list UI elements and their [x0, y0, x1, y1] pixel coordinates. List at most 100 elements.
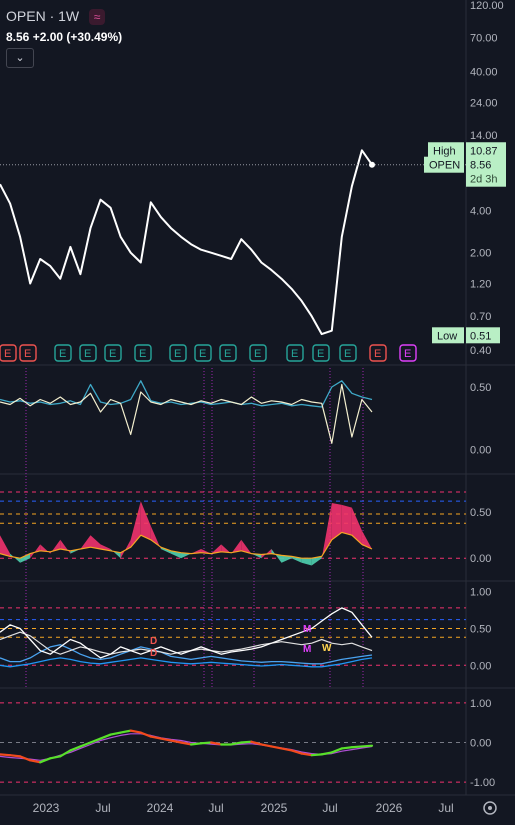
osc3-blue-line-1 — [0, 644, 373, 665]
price-tick-label: 0.40 — [470, 345, 491, 357]
osc4-trend-segment — [8, 754, 22, 758]
pane-tick-label: 0.00 — [470, 553, 491, 565]
osc4-trend-segment — [230, 741, 243, 746]
price-tick-label: 1.20 — [470, 279, 491, 291]
low-value: 0.51 — [470, 330, 491, 342]
low-label-bg — [432, 327, 464, 344]
time-axis-label: 2025 — [261, 801, 288, 815]
change-value: +2.00 — [32, 30, 64, 44]
price-change: 8.56 +2.00 (+30.49%) — [6, 30, 122, 44]
low-value-bg — [466, 327, 500, 344]
earnings-marker-letter: E — [4, 348, 11, 360]
price-line — [0, 149, 373, 336]
osc2-fill-segment — [160, 547, 171, 554]
osc2-fill-segment — [351, 507, 362, 545]
osc3-signal-marker: M — [303, 624, 311, 635]
pane-tick-label: 0.00 — [470, 738, 491, 750]
time-axis-label: 2023 — [33, 801, 60, 815]
price-tick-label: 14.00 — [470, 130, 498, 142]
earnings-marker-letter: E — [291, 348, 298, 360]
earnings-marker — [286, 344, 304, 362]
earnings-marker — [312, 344, 330, 362]
earnings-marker-letter: E — [59, 348, 66, 360]
high-value: 10.87 — [470, 145, 498, 157]
earnings-marker-letter: E — [404, 348, 411, 360]
osc4-trend-segment — [250, 740, 263, 746]
earnings-marker-letter: E — [174, 348, 181, 360]
earnings-marker-letter: E — [254, 348, 261, 360]
osc4-trend-segment — [310, 753, 323, 757]
osc2-fill-segment — [311, 556, 322, 566]
open-countdown: 2d 3h — [470, 174, 498, 186]
time-axis-label: 2024 — [147, 801, 174, 815]
price-tick-label: 0.70 — [470, 311, 491, 323]
osc2-fill-segment — [40, 544, 51, 554]
osc4-trend-segment — [119, 729, 132, 734]
pane-tick-label: 0.50 — [470, 623, 491, 635]
osc3-signal-marker: M — [303, 644, 311, 655]
osc2-fill-segment — [130, 501, 141, 548]
osc2-fill-segment — [231, 539, 242, 554]
pane-tick-label: 0.50 — [470, 382, 491, 394]
open-value-bg — [466, 156, 506, 187]
osc4-trend-segment — [49, 755, 62, 760]
earnings-marker — [79, 344, 97, 362]
symbol-name[interactable]: OPEN — [6, 8, 46, 24]
osc4-trend-segment — [69, 745, 82, 752]
osc4-trend-segment — [290, 749, 303, 755]
earnings-marker — [134, 344, 152, 362]
chevron-down-icon: ⌄ — [15, 52, 25, 64]
time-axis-label: Jul — [208, 801, 223, 815]
osc2-fill-segment — [211, 544, 222, 554]
osc2-fill-segment — [60, 539, 71, 554]
osc4-trend-segment — [39, 757, 52, 764]
osc2-fill-segment — [10, 553, 21, 563]
pane-tick-label: 0.00 — [470, 660, 491, 672]
price-tick-label: 24.00 — [470, 97, 498, 109]
earnings-marker-letter: E — [199, 348, 206, 360]
interval-label[interactable]: 1W — [58, 8, 80, 24]
osc4-trend-segment — [360, 744, 374, 748]
osc4-trend-segment — [139, 731, 152, 738]
high-label-name: High — [433, 145, 456, 157]
osc4-trend-segment — [189, 742, 203, 746]
open-value: 8.56 — [470, 160, 491, 172]
price-tick-label: 40.00 — [470, 66, 498, 78]
osc3-white-line — [0, 607, 373, 659]
osc2-fill-segment — [331, 503, 342, 540]
osc2-fill-segment — [80, 535, 91, 549]
osc4-trend-segment — [99, 733, 112, 740]
wave-icon[interactable]: ≈ — [89, 9, 106, 25]
osc4-trend-segment — [79, 741, 92, 748]
time-axis-label: 2026 — [376, 801, 403, 815]
earnings-marker-letter: E — [317, 348, 324, 360]
low-label-name: Low — [437, 330, 457, 342]
earnings-marker — [54, 344, 72, 362]
time-axis-label: Jul — [438, 801, 453, 815]
earnings-marker — [399, 344, 417, 362]
open-label-name: OPEN — [429, 160, 460, 172]
osc4-trend-segment — [280, 747, 293, 752]
earnings-marker — [0, 344, 17, 362]
osc4-trend-segment — [320, 751, 333, 756]
osc4-trend-segment — [149, 735, 162, 740]
earnings-marker — [194, 344, 212, 362]
osc2-fill-segment — [281, 555, 292, 563]
osc4-trend-segment — [240, 740, 253, 744]
osc2-fill-segment — [301, 558, 312, 566]
osc2-fill-segment — [150, 526, 161, 549]
earnings-marker-letter: E — [344, 348, 351, 360]
earnings-marker — [369, 344, 387, 362]
osc4-trend-segment — [260, 743, 273, 748]
collapse-toggle-button[interactable]: ⌄ — [6, 48, 34, 68]
osc4-trend-segment — [19, 755, 32, 762]
osc4-trend-segment — [89, 737, 102, 744]
osc2-fill-segment — [140, 501, 151, 540]
open-label-bg — [424, 156, 464, 173]
settings-gear-icon[interactable] — [483, 801, 497, 815]
osc4-trend-segment — [169, 739, 183, 744]
osc4-trend-segment — [210, 741, 223, 746]
osc2-fill-segment — [50, 539, 61, 554]
